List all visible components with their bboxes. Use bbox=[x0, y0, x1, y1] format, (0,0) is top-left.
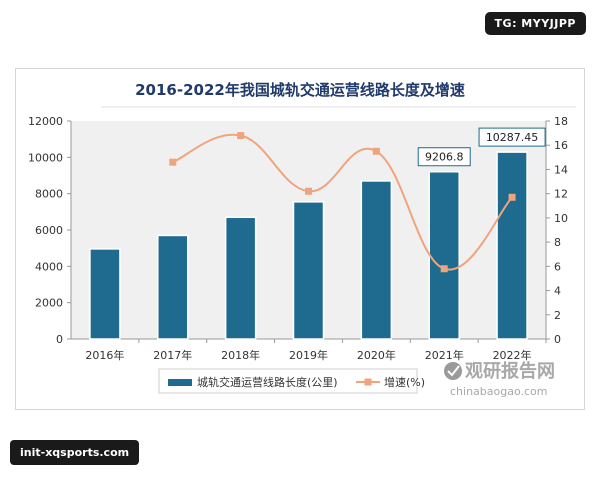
bar bbox=[428, 170, 460, 340]
watermark-logo-icon bbox=[444, 362, 462, 380]
x-tick-label: 2020年 bbox=[357, 348, 396, 362]
watermark: 观研报告网 chinabaogao.com bbox=[444, 360, 555, 398]
bar bbox=[496, 151, 528, 340]
bottom-watermark-tag: init-xqsports.com bbox=[10, 440, 140, 465]
y-right-tick-label: 12 bbox=[554, 188, 568, 201]
bar bbox=[292, 201, 325, 340]
chart-svg: 2016-2022年我国城轨交通运营线路长度及增速 9206.8 10287.45… bbox=[28, 81, 576, 398]
bar bbox=[360, 180, 393, 340]
legend-box bbox=[158, 368, 418, 394]
y-right-tick-label: 8 bbox=[554, 236, 561, 249]
y-right-tick-label: 18 bbox=[554, 115, 568, 128]
watermark-url: chinabaogao.com bbox=[450, 385, 548, 398]
x-tick-label: 2022年 bbox=[493, 348, 532, 362]
x-tick-label: 2021年 bbox=[425, 348, 464, 362]
y-left-tick-label: 0 bbox=[56, 333, 63, 346]
data-label: 10287.45 bbox=[486, 131, 539, 144]
legend-swatch-marker bbox=[364, 378, 372, 386]
x-tick-label: 2018年 bbox=[221, 348, 260, 362]
top-watermark-tag: TG: MYYJJPP bbox=[484, 12, 586, 35]
bar bbox=[224, 216, 257, 340]
watermark-brand: 观研报告网 bbox=[465, 360, 555, 382]
x-tick-label: 2017年 bbox=[153, 348, 192, 362]
y-right-tick-label: 10 bbox=[554, 212, 568, 225]
legend-label-line: 增速(%) bbox=[384, 375, 425, 389]
y-right-tick-label: 4 bbox=[554, 285, 561, 298]
legend-label-bar: 城轨交通运营线路长度(公里) bbox=[197, 375, 338, 389]
growth-rate-point bbox=[440, 265, 448, 273]
y-left-tick-label: 12000 bbox=[28, 115, 63, 128]
y-left-tick-label: 8000 bbox=[35, 188, 63, 201]
bar bbox=[157, 234, 189, 340]
y-left-tick-label: 6000 bbox=[35, 224, 63, 237]
y-right-tick-label: 14 bbox=[554, 163, 568, 176]
growth-rate-point bbox=[237, 132, 245, 140]
y-left-tick-label: 4000 bbox=[35, 260, 63, 273]
chart-frame: 2016-2022年我国城轨交通运营线路长度及增速 9206.8 10287.45… bbox=[15, 68, 585, 410]
growth-rate-point bbox=[508, 193, 516, 201]
y-right-tick-label: 2 bbox=[554, 309, 561, 322]
data-label-box bbox=[478, 127, 546, 147]
data-label: 9206.8 bbox=[425, 151, 464, 164]
data-label-box bbox=[417, 147, 471, 167]
growth-rate-point bbox=[169, 158, 177, 166]
legend-swatch-bar bbox=[168, 379, 192, 386]
growth-rate-point bbox=[305, 187, 312, 195]
bar bbox=[89, 248, 121, 340]
x-tick-label: 2016年 bbox=[85, 348, 124, 362]
growth-rate-point bbox=[372, 147, 380, 155]
y-left-tick-label: 10000 bbox=[28, 151, 63, 164]
y-right-tick-label: 6 bbox=[554, 260, 561, 273]
chart-title: 2016-2022年我国城轨交通运营线路长度及增速 bbox=[135, 81, 465, 99]
y-right-tick-label: 0 bbox=[554, 333, 561, 346]
y-left-tick-label: 2000 bbox=[35, 297, 63, 310]
x-tick-label: 2019年 bbox=[289, 348, 328, 362]
y-right-tick-label: 16 bbox=[554, 139, 568, 152]
